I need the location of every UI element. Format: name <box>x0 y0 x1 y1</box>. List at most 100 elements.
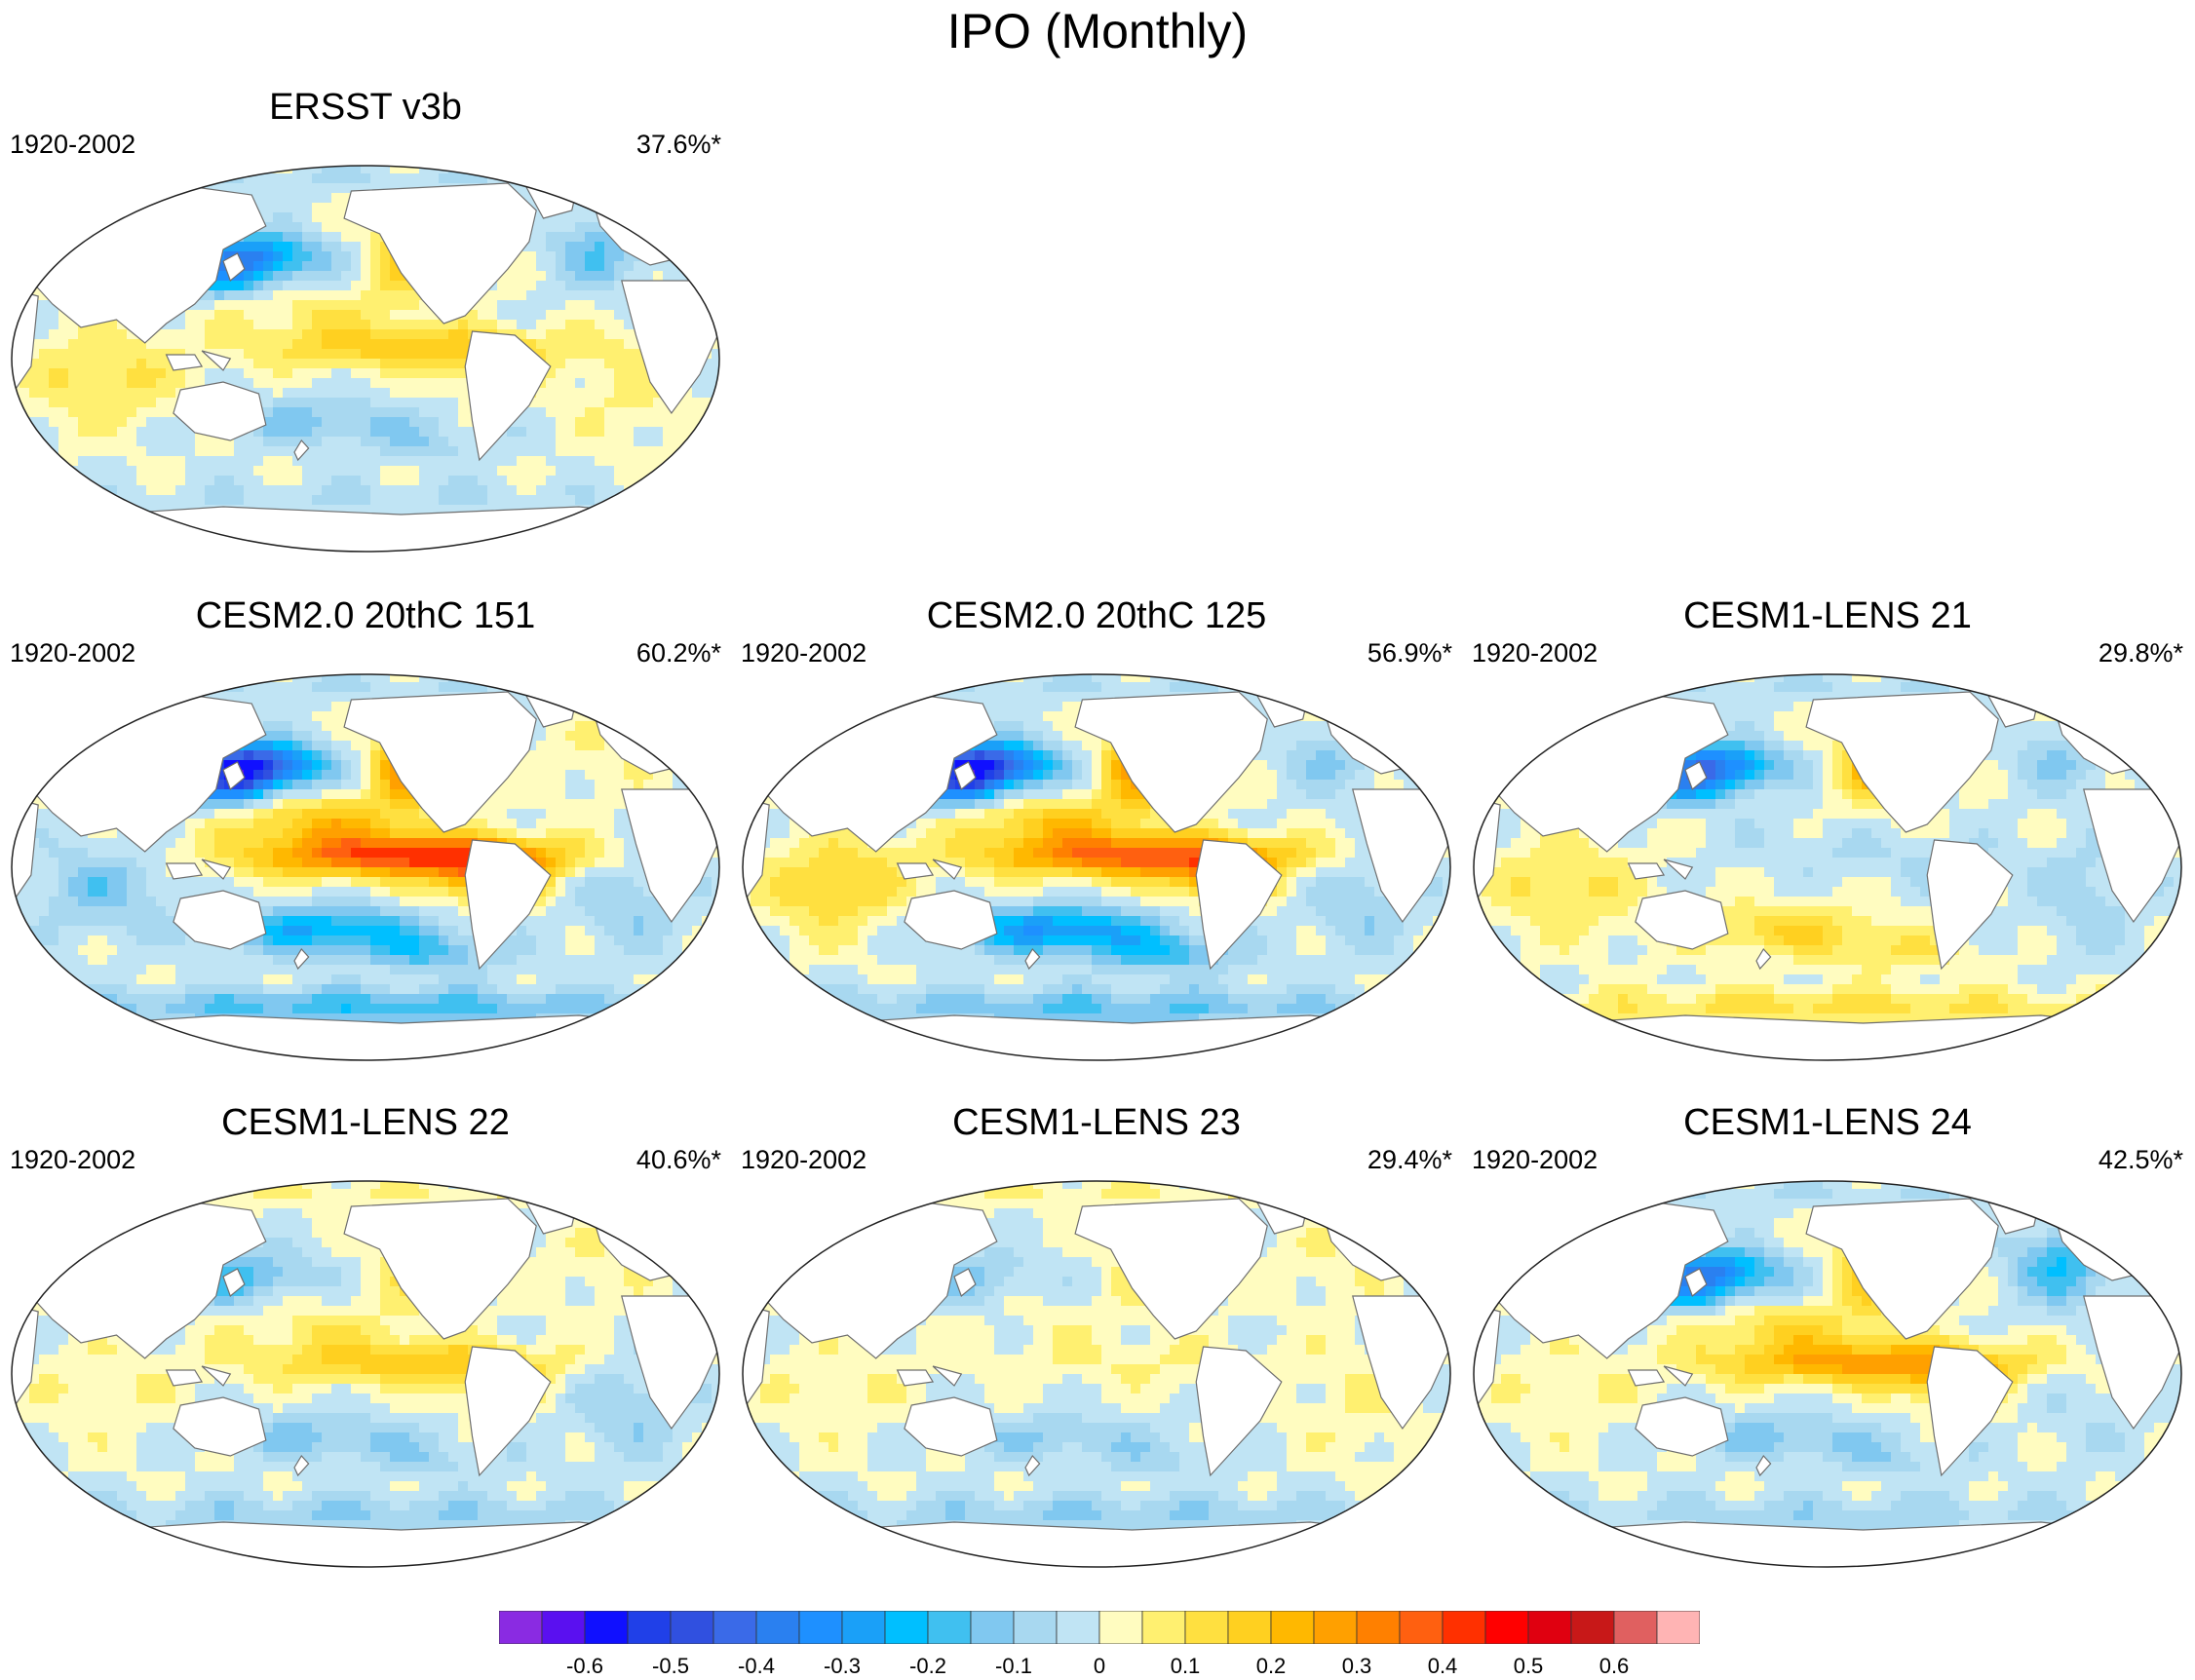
sst-anomaly-cell <box>29 388 40 399</box>
sst-anomaly-cell <box>673 183 683 194</box>
sst-anomaly-cell <box>536 329 547 340</box>
sst-anomaly-cell <box>97 378 108 389</box>
sst-anomaly-cell <box>214 310 225 321</box>
sst-anomaly-cell <box>575 544 586 554</box>
sst-anomaly-cell <box>595 476 605 486</box>
sst-anomaly-cell <box>312 466 323 477</box>
sst-anomaly-cell <box>185 368 196 379</box>
sst-anomaly-cell <box>292 329 303 340</box>
sst-anomaly-cell <box>185 437 196 447</box>
sst-anomaly-cell <box>419 349 430 360</box>
sst-anomaly-cell <box>39 867 50 878</box>
sst-anomaly-cell <box>643 926 654 936</box>
sst-anomaly-cell <box>234 339 245 350</box>
sst-anomaly-cell <box>283 926 293 936</box>
sst-anomaly-cell <box>273 926 284 936</box>
sst-anomaly-cell <box>127 544 137 554</box>
sst-anomaly-cell <box>166 164 176 174</box>
sst-anomaly-cell <box>380 407 391 418</box>
sst-anomaly-cell <box>224 819 235 829</box>
sst-anomaly-cell <box>546 349 557 360</box>
sst-anomaly-cell <box>292 848 303 859</box>
sst-anomaly-cell <box>58 388 69 399</box>
sst-anomaly-cell <box>585 750 596 761</box>
sst-anomaly-cell <box>292 388 303 399</box>
sst-anomaly-cell <box>351 368 362 379</box>
sst-anomaly-cell <box>604 935 615 946</box>
sst-anomaly-cell <box>351 173 362 184</box>
sst-anomaly-cell <box>565 906 576 917</box>
sst-anomaly-cell <box>263 799 274 810</box>
sst-anomaly-cell <box>614 926 625 936</box>
sst-anomaly-cell <box>234 485 245 496</box>
sst-anomaly-cell <box>634 877 644 888</box>
sst-anomaly-cell <box>39 417 50 428</box>
sst-anomaly-cell <box>97 515 108 525</box>
sst-anomaly-cell <box>175 838 186 849</box>
sst-anomaly-cell <box>400 838 410 849</box>
sst-anomaly-cell <box>361 310 371 321</box>
sst-anomaly-cell <box>253 232 264 243</box>
sst-anomaly-cell <box>712 672 721 683</box>
sst-anomaly-cell <box>351 261 362 272</box>
sst-anomaly-cell <box>49 897 59 907</box>
sst-anomaly-cell <box>10 702 20 712</box>
sst-anomaly-cell <box>604 329 615 340</box>
sst-anomaly-cell <box>614 368 625 379</box>
sst-anomaly-cell <box>351 281 362 291</box>
sst-anomaly-cell <box>351 417 362 428</box>
sst-anomaly-cell <box>439 173 449 184</box>
sst-anomaly-cell <box>127 446 137 457</box>
sst-anomaly-cell <box>361 858 371 868</box>
sst-anomaly-cell <box>88 858 98 868</box>
sst-anomaly-cell <box>712 368 721 379</box>
sst-anomaly-cell <box>88 164 98 174</box>
sst-anomaly-cell <box>78 173 89 184</box>
sst-anomaly-cell <box>234 359 245 369</box>
sst-anomaly-cell <box>702 524 712 535</box>
sst-anomaly-cell <box>322 789 332 800</box>
sst-anomaly-cell <box>419 819 430 829</box>
sst-anomaly-cell <box>39 320 50 330</box>
sst-anomaly-cell <box>575 359 586 369</box>
sst-anomaly-cell <box>58 711 69 722</box>
sst-anomaly-cell <box>68 877 79 888</box>
sst-anomaly-cell <box>273 193 284 204</box>
sst-anomaly-cell <box>58 906 69 917</box>
sst-anomaly-cell <box>68 945 79 956</box>
sst-anomaly-cell <box>585 515 596 525</box>
sst-anomaly-cell <box>117 916 128 927</box>
sst-anomaly-cell <box>624 193 635 204</box>
sst-anomaly-cell <box>702 290 712 301</box>
sst-anomaly-cell <box>136 173 147 184</box>
sst-anomaly-cell <box>380 446 391 457</box>
sst-anomaly-cell <box>604 183 615 194</box>
sst-anomaly-cell <box>244 437 254 447</box>
sst-anomaly-cell <box>380 456 391 467</box>
sst-anomaly-cell <box>585 916 596 927</box>
sst-anomaly-cell <box>546 300 557 311</box>
sst-anomaly-cell <box>195 828 206 839</box>
sst-anomaly-cell <box>224 838 235 849</box>
sst-anomaly-cell <box>604 320 615 330</box>
sst-anomaly-cell <box>585 682 596 693</box>
sst-anomaly-cell <box>331 848 342 859</box>
sst-anomaly-cell <box>166 838 176 849</box>
sst-anomaly-cell <box>653 212 664 223</box>
sst-anomaly-cell <box>19 203 30 213</box>
sst-anomaly-cell <box>351 456 362 467</box>
sst-anomaly-cell <box>146 378 157 389</box>
sst-anomaly-cell <box>185 446 196 457</box>
sst-anomaly-cell <box>292 427 303 438</box>
sst-anomaly-cell <box>312 780 323 790</box>
sst-anomaly-cell <box>458 838 469 849</box>
sst-anomaly-cell <box>107 524 118 535</box>
sst-anomaly-cell <box>478 672 488 683</box>
sst-anomaly-cell <box>263 780 274 790</box>
sst-anomaly-cell <box>604 534 615 545</box>
sst-anomaly-cell <box>634 916 644 927</box>
sst-anomaly-cell <box>351 427 362 438</box>
sst-anomaly-cell <box>400 359 410 369</box>
sst-anomaly-cell <box>166 427 176 438</box>
sst-anomaly-cell <box>253 838 264 849</box>
